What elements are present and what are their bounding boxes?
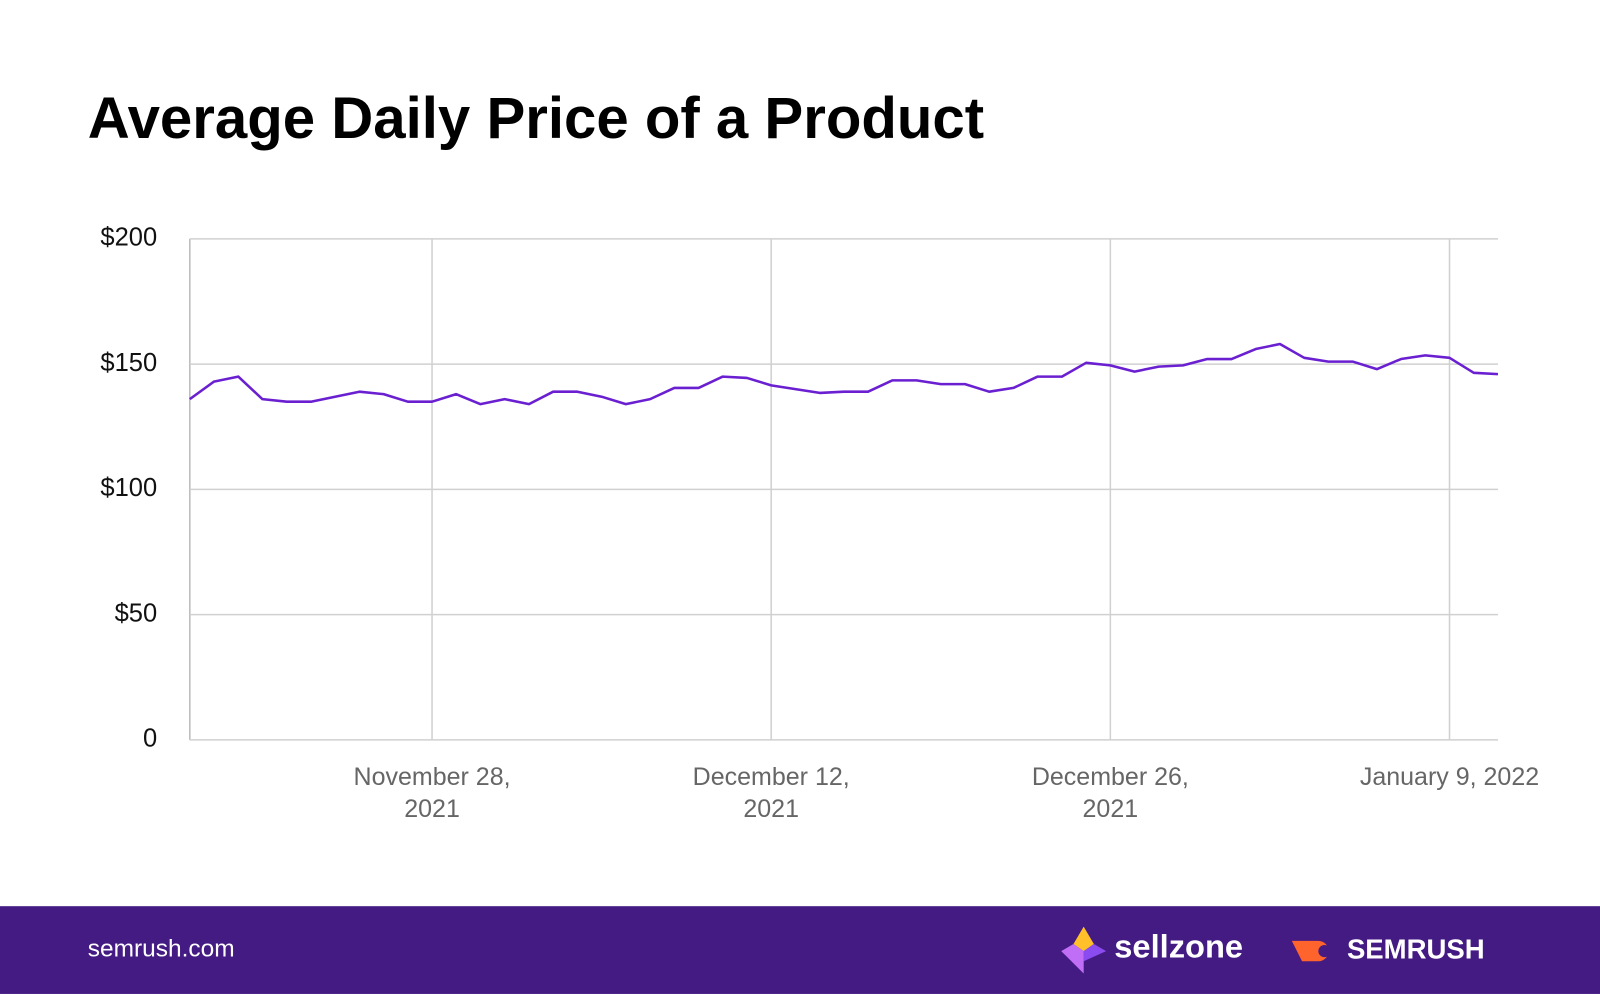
x-tick-label: January 9, 2022	[1359, 763, 1540, 792]
brand-semrush: SEMRUSH	[1347, 933, 1485, 964]
semrush-logo	[1291, 940, 1331, 962]
sellzone-logo	[1061, 926, 1107, 974]
x-tick-label: December 12, 2021	[692, 763, 850, 824]
x-tick-label: November 28, 2021	[353, 763, 511, 824]
footer	[0, 906, 1600, 994]
y-tick-label: $100	[100, 474, 157, 502]
chart-title: Average Daily Price of a Product	[88, 86, 984, 151]
y-tick-label: $50	[115, 599, 158, 627]
y-tick-label: $150	[100, 349, 157, 377]
price-line	[189, 342, 1499, 406]
x-tick-label: December 26, 2021	[1031, 763, 1189, 824]
footer-site: semrush.com	[88, 936, 235, 963]
brand-sellzone: sellzone	[1114, 928, 1243, 965]
y-tick-label: $200	[100, 224, 157, 252]
y-tick-label: 0	[143, 725, 157, 753]
